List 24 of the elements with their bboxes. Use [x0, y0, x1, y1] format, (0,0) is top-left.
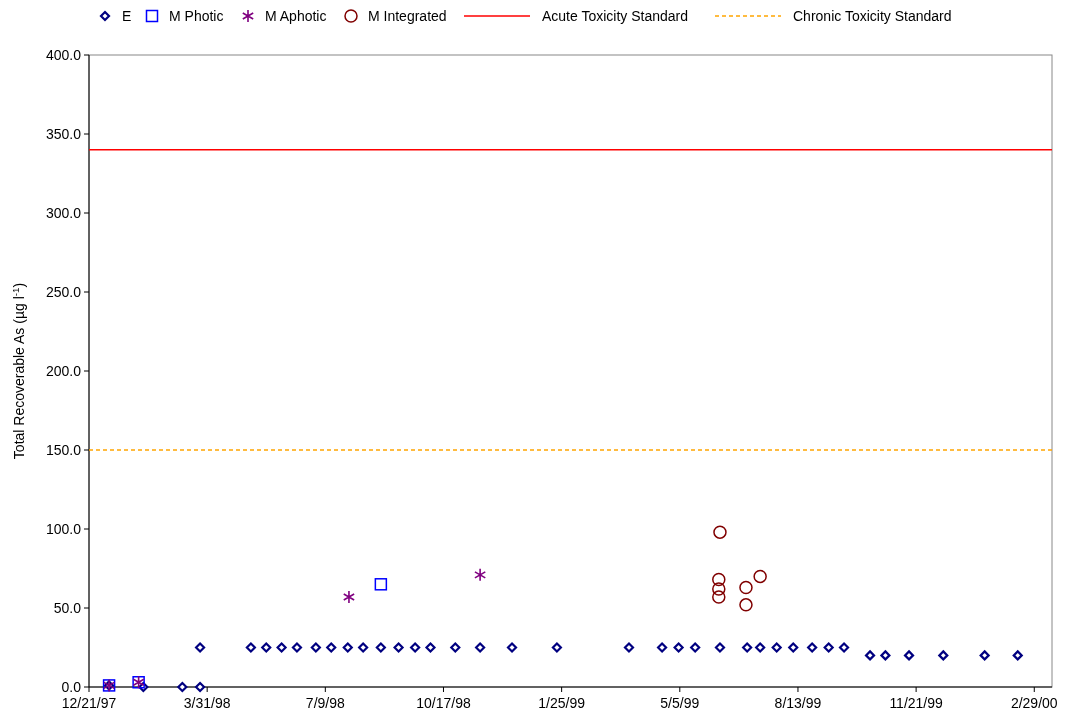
y-tick-label: 100.0: [45, 521, 82, 537]
y-tick-label: 0.0: [61, 679, 82, 695]
y-tick-label: 350.0: [45, 126, 82, 142]
x-tick-label: 3/31/98: [183, 695, 231, 711]
legend-label: M Photic: [169, 8, 224, 24]
y-tick-label: 200.0: [45, 363, 82, 379]
y-tick-label: 250.0: [45, 284, 82, 300]
x-tick-label: 2/29/00: [1010, 695, 1058, 711]
y-tick-label: 400.0: [45, 47, 82, 63]
legend-label: Chronic Toxicity Standard: [793, 8, 952, 24]
y-tick-label: 300.0: [45, 205, 82, 221]
x-tick-label: 5/5/99: [660, 695, 700, 711]
x-tick-label: 11/21/99: [889, 695, 944, 711]
x-tick-label: 12/21/97: [61, 695, 117, 711]
x-tick-label: 7/9/98: [305, 695, 345, 711]
legend-label: M Integrated: [368, 8, 447, 24]
legend-label: Acute Toxicity Standard: [542, 8, 689, 24]
x-tick-label: 8/13/99: [774, 695, 822, 711]
legend-label: E: [122, 8, 132, 24]
y-tick-label: 150.0: [45, 442, 82, 458]
x-tick-label: 10/17/98: [416, 695, 471, 711]
y-tick-label: 50.0: [53, 600, 82, 616]
legend-label: M Aphotic: [265, 8, 327, 24]
x-tick-label: 1/25/99: [538, 695, 586, 711]
